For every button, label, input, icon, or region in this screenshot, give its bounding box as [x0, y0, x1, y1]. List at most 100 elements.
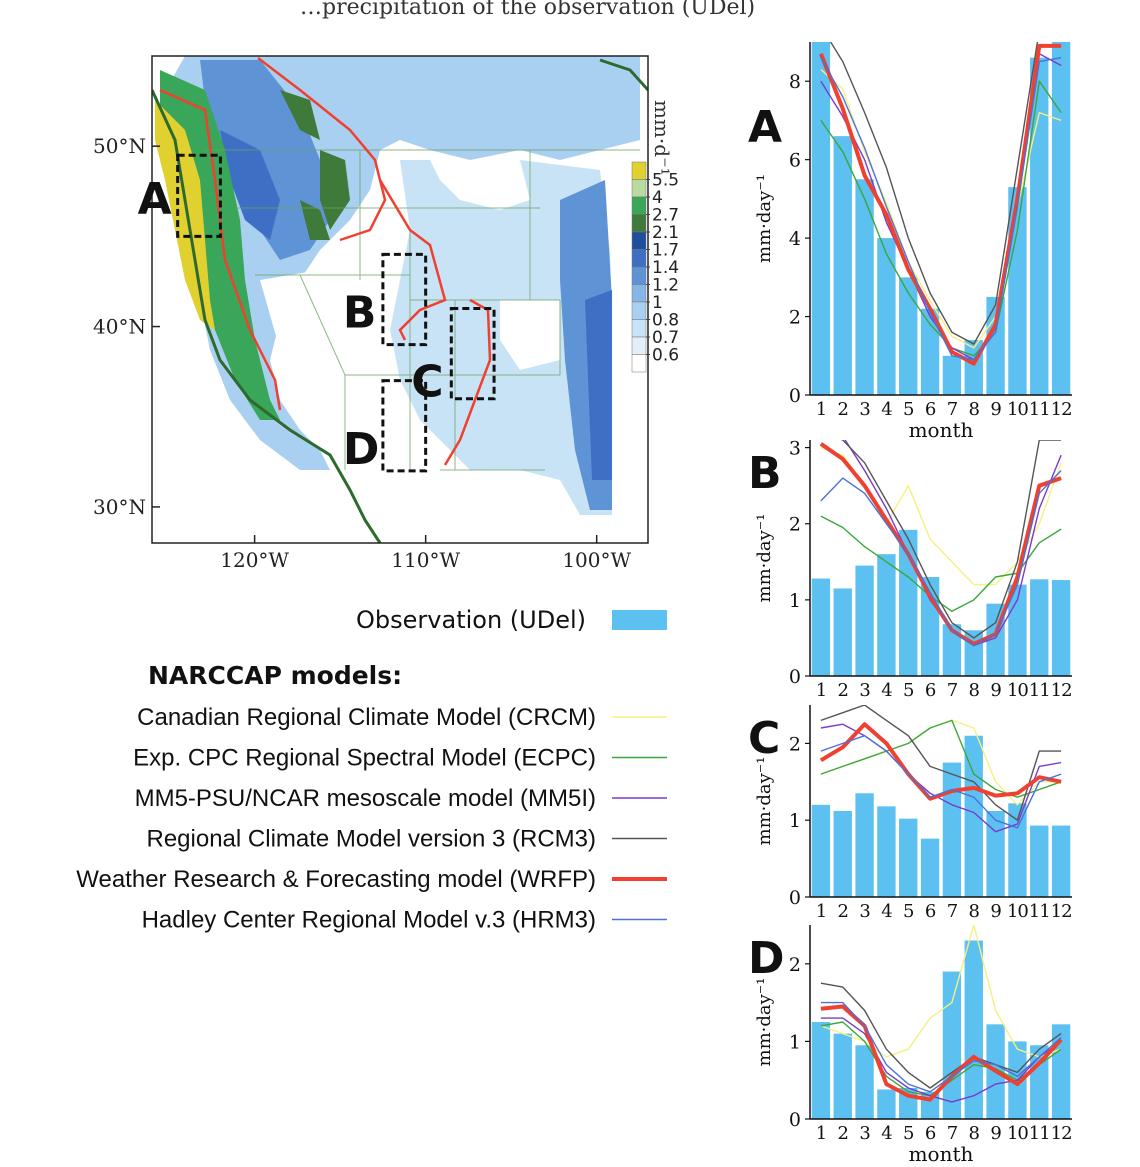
- colorbar-segment: [631, 196, 647, 215]
- coastline-east: [599, 58, 648, 92]
- y-axis-label: mm·day⁻¹: [754, 174, 775, 263]
- series-line-mm5i: [820, 1017, 1062, 1103]
- ridge-lines: [159, 57, 492, 466]
- y-tick-label: 2: [789, 307, 801, 329]
- colorbar-segment: [631, 301, 647, 320]
- y-tick-label: 2: [789, 954, 801, 976]
- colorbar-segment: [631, 319, 647, 338]
- observation-bar: [877, 554, 896, 676]
- x-tick-label: 8: [969, 399, 980, 420]
- observation-bar: [899, 277, 918, 395]
- map-precip-east-dark: [585, 290, 612, 480]
- x-tick-label: 3: [859, 680, 870, 701]
- y-tick-label: 2: [789, 514, 801, 536]
- observation-bar: [877, 238, 896, 395]
- observation-bar: [1030, 1045, 1049, 1119]
- lat-label: 50°N: [93, 134, 146, 158]
- x-tick-label: 4: [881, 1123, 892, 1144]
- lat-label: 40°N: [93, 315, 146, 339]
- y-tick-label: 1: [789, 810, 801, 832]
- series-line-crcm: [820, 68, 1062, 349]
- x-tick-label: 7: [947, 680, 958, 701]
- observation-bar: [833, 1033, 852, 1119]
- x-tick-label: 9: [990, 680, 1001, 701]
- observation-bar: [964, 940, 983, 1119]
- lon-label: 110°W: [391, 548, 460, 572]
- y-tick-label: 0: [789, 385, 801, 407]
- observation-bar: [986, 810, 1005, 897]
- x-tick-label: 9: [990, 1123, 1001, 1144]
- legend-model-label: Canadian Regional Climate Model (CRCM): [137, 704, 596, 731]
- x-tick-label: 4: [881, 680, 892, 701]
- y-tick-label: 8: [789, 71, 801, 93]
- series-line-rcm3: [820, 982, 1062, 1089]
- map-precip-blue: [220, 130, 280, 240]
- x-tick-label: 12: [1051, 680, 1072, 701]
- panel-letter: A: [748, 102, 782, 153]
- observation-bar: [1008, 803, 1027, 897]
- y-axis-label: mm·day⁻¹: [754, 757, 775, 846]
- observation-bar: [986, 296, 1005, 395]
- y-tick-label: 0: [789, 887, 801, 909]
- x-tick-label: 11: [1029, 1123, 1050, 1144]
- colorbar-label: 1: [652, 293, 663, 313]
- x-tick-label: 1: [816, 1123, 826, 1144]
- observation-bar: [811, 1022, 831, 1119]
- panel-letter: C: [748, 713, 780, 764]
- colorbar-segment: [631, 336, 647, 355]
- y-tick-label: 1: [789, 1031, 801, 1053]
- observation-bar: [899, 818, 918, 897]
- observation-bar: [811, 42, 831, 395]
- x-tick-label: 1: [816, 399, 826, 420]
- x-tick-label: 12: [1051, 1123, 1072, 1144]
- x-tick-label: 7: [947, 901, 958, 922]
- panel-letter: B: [748, 448, 782, 499]
- map-precip-inland-green: [280, 90, 350, 240]
- x-tick-label: 12: [1051, 901, 1072, 922]
- observation-bar: [1030, 825, 1049, 897]
- x-tick-label: 6: [925, 1123, 936, 1144]
- x-tick-label: 4: [881, 399, 892, 420]
- x-tick-label: 8: [969, 1123, 980, 1144]
- header-caption: …precipitation of the observation (UDel): [300, 0, 755, 20]
- series-line-mm5i: [820, 723, 1062, 833]
- observation-bar: [1051, 42, 1071, 395]
- x-tick-label: 8: [969, 901, 980, 922]
- x-tick-label: 6: [925, 399, 936, 420]
- x-tick-label: 9: [990, 901, 1001, 922]
- observation-bar: [942, 762, 962, 897]
- observation-bar: [833, 810, 852, 897]
- observation-bar: [1030, 57, 1049, 395]
- x-tick-label: 4: [881, 901, 892, 922]
- observation-bar: [1030, 579, 1049, 676]
- colorbar-label: 2.1: [652, 223, 679, 243]
- x-tick-label: 6: [925, 680, 936, 701]
- observation-bar: [920, 838, 940, 897]
- y-tick-label: 0: [789, 1109, 801, 1131]
- observation-bar: [855, 565, 874, 676]
- x-tick-label: 11: [1029, 399, 1050, 420]
- observation-bar: [855, 1045, 874, 1119]
- lat-label: 30°N: [93, 495, 146, 519]
- region-label-a: A: [138, 174, 172, 225]
- x-tick-label: 7: [947, 399, 958, 420]
- x-tick-label: 10: [1007, 901, 1028, 922]
- colorbar-segment: [631, 284, 647, 303]
- series-line-hrm3: [820, 1001, 1062, 1093]
- legend-model-label: Exp. CPC Regional Spectral Model (ECPC): [133, 745, 596, 772]
- x-tick-label: 8: [969, 680, 980, 701]
- x-tick-label: 10: [1007, 680, 1028, 701]
- x-tick-label: 2: [838, 680, 848, 701]
- colorbar-segment: [631, 231, 647, 250]
- region-box-b: [381, 252, 428, 347]
- map-dry-east: [500, 300, 560, 370]
- x-tick-label: 10: [1007, 1123, 1028, 1144]
- colorbar-label: 5.5: [652, 171, 679, 191]
- series-line-hrm3: [820, 470, 1062, 647]
- x-tick-label: 2: [838, 1123, 848, 1144]
- map-dry-interior: [260, 270, 430, 470]
- series-line-rcm3: [840, 440, 1062, 639]
